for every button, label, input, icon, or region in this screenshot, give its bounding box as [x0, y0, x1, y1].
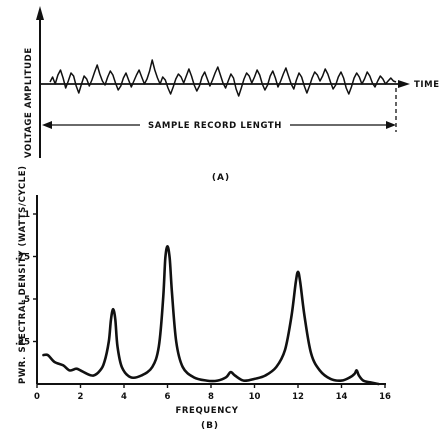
- panel-a-y-arrowhead: [36, 6, 44, 20]
- panel-b-caption: (B): [201, 421, 219, 431]
- panel-a-x-label: TIME: [414, 80, 440, 90]
- record-length-label-bg: [140, 118, 290, 132]
- y-tick-label: .25: [15, 338, 30, 348]
- x-tick-label: 2: [78, 392, 84, 402]
- time-signal-trace: [49, 59, 397, 97]
- panel-b-ticks: [33, 213, 386, 388]
- panel-a-x-arrowhead: [398, 80, 410, 88]
- panel-a-time-signal: TIME VOLTAGE AMPLITUDE SAMPLE RECORD LEN…: [24, 6, 440, 183]
- x-tick-label: 14: [336, 392, 348, 402]
- x-tick-label: 16: [379, 392, 391, 402]
- x-tick-label: 0: [34, 392, 40, 402]
- record-length-label: SAMPLE RECORD LENGTH: [148, 121, 282, 131]
- psd-curve: [42, 245, 380, 386]
- panel-a-y-label: VOLTAGE AMPLITUDE: [24, 47, 34, 158]
- y-tick-label: .5: [21, 295, 30, 305]
- x-tick-label: 12: [292, 392, 304, 402]
- panel-b-tick-labels: 0 2 4 6 8 10 12 14 16 .25 .5 .75 1: [15, 210, 391, 402]
- y-tick-label: .75: [15, 253, 30, 263]
- panel-b-y-label: PWR. SPECTRAL DENSITY (WATTS/CYCLE): [18, 165, 28, 384]
- panel-b-spectral-density: 0 2 4 6 8 10 12 14 16 .25 .5 .75 1 FREQUENCY PWR. SP…: [15, 165, 391, 431]
- panel-b-x-label: FREQUENCY: [176, 406, 239, 416]
- x-tick-label: 4: [121, 392, 127, 402]
- x-tick-label: 6: [165, 392, 171, 402]
- panel-a-caption: (A): [212, 173, 230, 183]
- record-length-arrowhead-left: [42, 121, 52, 129]
- y-tick-label: 1: [24, 210, 30, 220]
- record-length-arrowhead-right: [386, 121, 396, 129]
- x-tick-label: 8: [208, 392, 214, 402]
- x-tick-label: 10: [249, 392, 261, 402]
